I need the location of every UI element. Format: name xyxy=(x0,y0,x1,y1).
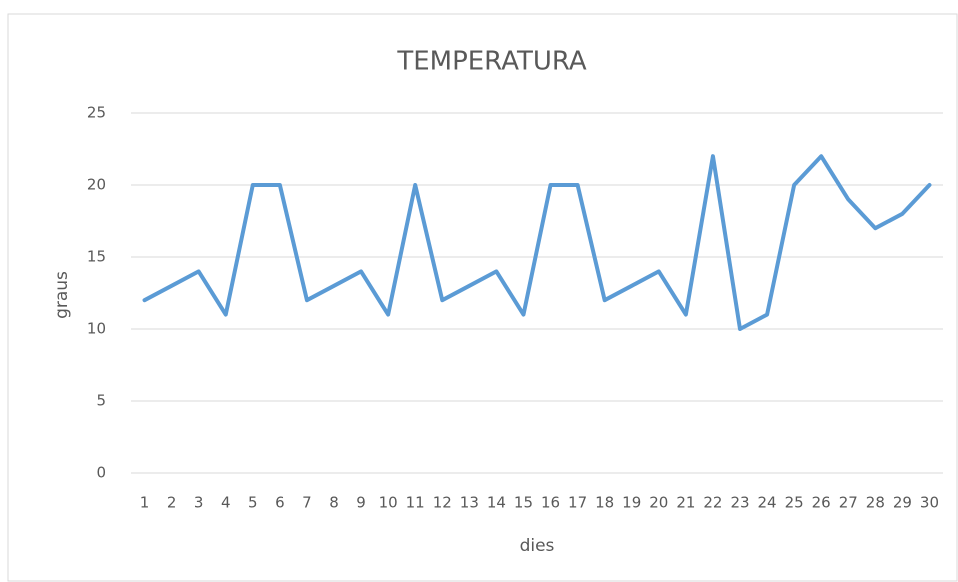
x-tick-label: 1 xyxy=(140,494,150,512)
x-tick-label: 8 xyxy=(329,494,339,512)
x-tick-label: 4 xyxy=(221,494,231,512)
x-tick-label: 6 xyxy=(275,494,285,512)
x-tick-label: 3 xyxy=(194,494,204,512)
x-axis-label: dies xyxy=(520,536,555,556)
x-tick-label: 20 xyxy=(649,494,668,512)
y-tick-label: 10 xyxy=(87,320,106,338)
x-tick-label: 14 xyxy=(487,494,506,512)
x-tick-label: 27 xyxy=(839,494,858,512)
y-tick-label: 25 xyxy=(87,104,106,122)
y-axis-label: graus xyxy=(52,271,72,319)
x-tick-label: 30 xyxy=(920,494,939,512)
x-tick-label: 12 xyxy=(433,494,452,512)
x-tick-label: 13 xyxy=(460,494,479,512)
line-series xyxy=(142,154,932,331)
y-tick-label: 20 xyxy=(87,176,106,194)
y-tick-label: 0 xyxy=(96,464,106,482)
x-tick-label: 25 xyxy=(785,494,804,512)
x-tick-label: 24 xyxy=(758,494,777,512)
y-tick-label: 15 xyxy=(87,248,106,266)
x-tick-label: 5 xyxy=(248,494,258,512)
x-tick-label: 16 xyxy=(541,494,560,512)
x-tick-label: 28 xyxy=(866,494,885,512)
x-tick-label: 11 xyxy=(406,494,425,512)
x-tick-label: 7 xyxy=(302,494,312,512)
y-tick-label: 5 xyxy=(96,392,106,410)
x-tick-label: 22 xyxy=(703,494,722,512)
x-tick-label: 19 xyxy=(622,494,641,512)
chart-title: TEMPERATURA xyxy=(396,47,587,77)
x-tick-label: 26 xyxy=(812,494,831,512)
x-tick-label: 18 xyxy=(595,494,614,512)
x-tick-label: 10 xyxy=(379,494,398,512)
x-tick-label: 29 xyxy=(893,494,912,512)
x-tick-label: 15 xyxy=(514,494,533,512)
x-tick-label: 23 xyxy=(730,494,749,512)
chart-border xyxy=(7,13,958,582)
x-tick-label: 21 xyxy=(676,494,695,512)
x-tick-label: 9 xyxy=(356,494,366,512)
x-tick-label: 17 xyxy=(568,494,587,512)
x-tick-label: 2 xyxy=(167,494,177,512)
